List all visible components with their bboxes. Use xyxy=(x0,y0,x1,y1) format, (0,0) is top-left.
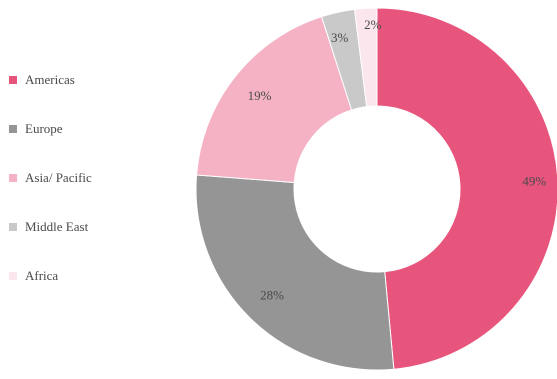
value-label-africa: 2% xyxy=(364,17,382,32)
donut-slices xyxy=(195,7,557,371)
legend-swatch xyxy=(9,125,17,133)
legend-swatch xyxy=(9,272,17,280)
legend-item-middle-east: Middle East xyxy=(9,219,92,235)
legend-swatch xyxy=(9,174,17,182)
legend-item-europe: Europe xyxy=(9,121,92,137)
legend-swatch xyxy=(9,223,17,231)
legend-item-americas: Americas xyxy=(9,72,92,88)
legend-item-africa: Africa xyxy=(9,268,92,284)
value-label-asia-pacific: 19% xyxy=(248,88,272,103)
legend-label: Europe xyxy=(25,121,63,136)
slice-americas xyxy=(376,7,557,370)
value-label-americas: 49% xyxy=(522,174,546,189)
legend-swatch xyxy=(9,76,17,84)
slice-europe xyxy=(195,174,395,371)
slice-asia-pacific xyxy=(196,16,353,184)
legend-label: Middle East xyxy=(25,219,89,234)
slice-africa xyxy=(353,7,378,108)
legend-label: Africa xyxy=(25,268,59,283)
legend-label: Americas xyxy=(25,72,75,87)
legend: Americas Europe Asia/ Pacific Middle Eas… xyxy=(9,72,92,317)
value-label-middle-east: 3% xyxy=(331,30,349,45)
value-label-europe: 28% xyxy=(260,288,284,303)
legend-item-asia-pacific: Asia/ Pacific xyxy=(9,170,92,186)
donut-value-labels: 49% 28% 19% 3% 2% xyxy=(248,17,547,303)
legend-label: Asia/ Pacific xyxy=(25,170,92,185)
